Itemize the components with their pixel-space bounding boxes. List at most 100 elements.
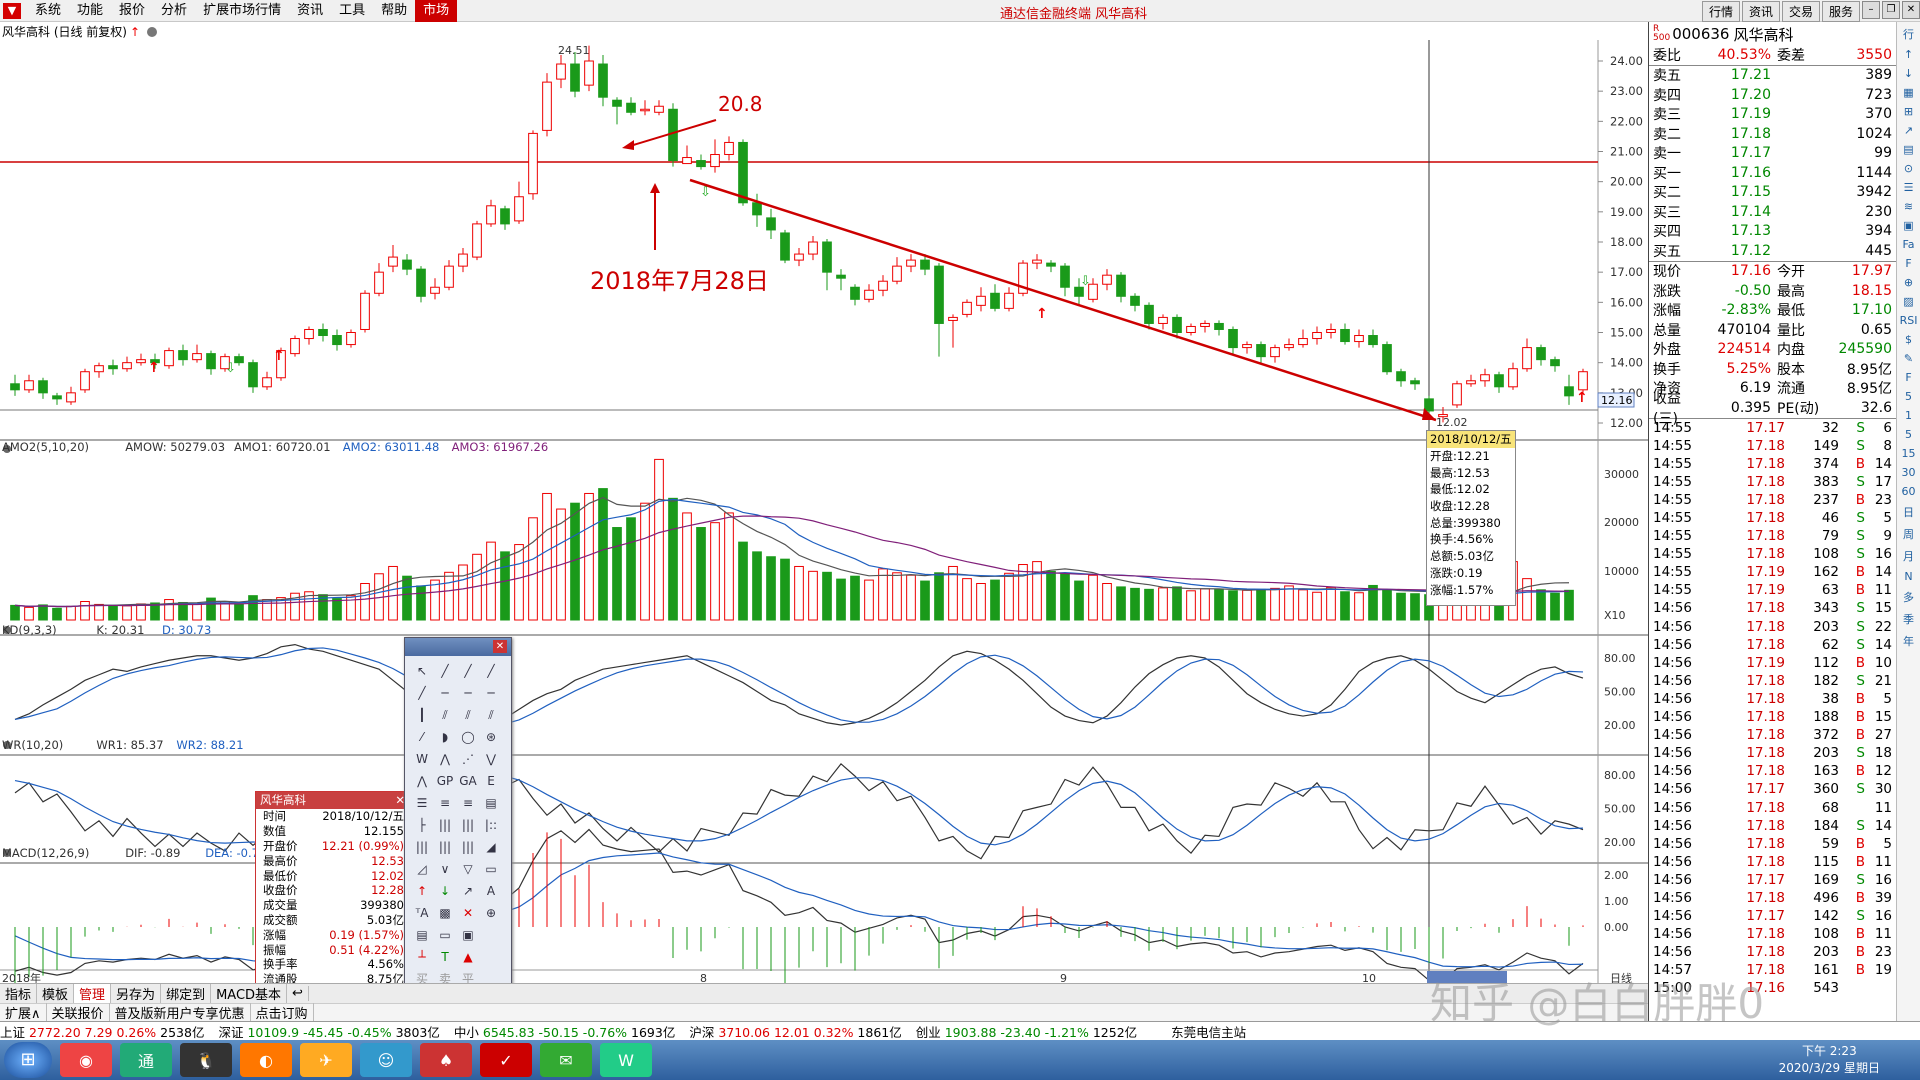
- right-tool-icon[interactable]: $: [1905, 333, 1912, 346]
- right-tool-icon[interactable]: F: [1905, 257, 1912, 270]
- draw-tool-icon[interactable]: |||: [461, 840, 475, 854]
- right-tool-icon[interactable]: ▨: [1903, 295, 1914, 308]
- right-tool-icon[interactable]: 15: [1901, 447, 1916, 460]
- right-tool-icon[interactable]: ⊙: [1903, 162, 1914, 175]
- btn-hangqing[interactable]: 行情: [1701, 1, 1740, 22]
- draw-tool-icon[interactable]: ⫽: [442, 708, 448, 722]
- restore-icon[interactable]: ❐: [1882, 1, 1900, 19]
- right-tool-icon[interactable]: 60: [1901, 485, 1916, 498]
- right-tool-icon[interactable]: ▦: [1903, 86, 1914, 99]
- tab-4[interactable]: 绑定到: [161, 984, 212, 1003]
- right-tool-icon[interactable]: ✎: [1903, 352, 1914, 365]
- right-tool-icon[interactable]: 周: [1903, 528, 1914, 541]
- taskbar-app-icon[interactable]: ✉: [540, 1043, 592, 1077]
- draw-tool-icon[interactable]: A: [486, 884, 496, 898]
- taskbar-app-icon[interactable]: ◐: [240, 1043, 292, 1077]
- right-tool-icon[interactable]: ☰: [1903, 181, 1914, 194]
- right-tool-icon[interactable]: 月: [1903, 550, 1914, 563]
- info-panel[interactable]: 风华高科 ✕ 时间 2018/10/12/五 数值 12.155 开盘价 12.21 (0.…: [255, 791, 409, 995]
- draw-tool-icon[interactable]: |::: [484, 818, 498, 832]
- draw-tool-icon[interactable]: ◢: [486, 840, 496, 854]
- menu-analysis[interactable]: 分析: [161, 2, 188, 18]
- right-tool-icon[interactable]: 5: [1905, 428, 1912, 441]
- draw-tool-icon[interactable]: ⋰: [462, 752, 474, 766]
- right-tool-icon[interactable]: ▤: [1903, 143, 1914, 156]
- draw-tool-icon[interactable]: GP: [436, 774, 454, 788]
- draw-tool-icon[interactable]: ┴: [418, 950, 426, 964]
- info-close-icon[interactable]: ✕: [395, 793, 405, 807]
- right-tool-icon[interactable]: 多: [1903, 591, 1914, 604]
- menu-quote[interactable]: 报价: [119, 2, 146, 18]
- draw-tool-icon[interactable]: ☰: [416, 796, 428, 810]
- taskbar-app-icon[interactable]: ✈: [300, 1043, 352, 1077]
- draw-tool-icon[interactable]: ─: [441, 686, 449, 700]
- server-name[interactable]: 东莞电信主站: [1171, 1024, 1247, 1040]
- menu-system[interactable]: 系统: [35, 2, 62, 18]
- index-item[interactable]: 深证 10109.9 -45.45 -0.45% 3803亿: [218, 1024, 440, 1040]
- draw-tool-icon[interactable]: E: [487, 774, 495, 788]
- draw-tool-icon[interactable]: ├: [418, 818, 426, 832]
- right-tool-icon[interactable]: 1: [1905, 409, 1912, 422]
- draw-tool-icon[interactable]: 平: [461, 972, 474, 986]
- right-tool-icon[interactable]: ↗: [1903, 124, 1914, 137]
- right-tool-icon[interactable]: 日: [1903, 506, 1914, 519]
- draw-tool-icon[interactable]: ⋀: [417, 774, 427, 788]
- taskbar-app-icon[interactable]: 🐧: [180, 1043, 232, 1077]
- clock[interactable]: 下午 2:23 2020/3/29 星期日: [1779, 1043, 1880, 1077]
- taskbar-app-icon[interactable]: 通: [120, 1043, 172, 1077]
- draw-tool-icon[interactable]: ┃: [418, 708, 426, 722]
- close-icon[interactable]: ✕: [1902, 1, 1920, 19]
- draw-tool-icon[interactable]: T: [441, 950, 449, 964]
- right-tool-icon[interactable]: ▣: [1903, 219, 1914, 232]
- ext-tab-0[interactable]: 扩展∧: [0, 1003, 47, 1022]
- right-tool-icon[interactable]: ↓: [1903, 67, 1914, 80]
- index-item[interactable]: 中小 6545.83 -50.15 -0.76% 1693亿: [453, 1024, 676, 1040]
- taskbar-app-icon[interactable]: ✓: [480, 1043, 532, 1077]
- toolbox-close-icon[interactable]: ✕: [493, 640, 507, 653]
- draw-tool-icon[interactable]: |||: [438, 818, 452, 832]
- draw-tool-icon[interactable]: 买: [415, 972, 428, 986]
- draw-tool-icon[interactable]: ╱: [441, 664, 449, 678]
- draw-tool-icon[interactable]: GA: [459, 774, 477, 788]
- draw-tool-icon[interactable]: ▤: [485, 796, 497, 810]
- draw-tool-icon[interactable]: ⁄: [420, 730, 423, 744]
- drawing-toolbox[interactable]: ✕ ↖ ╱ ╱ ╱ ╱ ─ ─ ─ ┃ ⫽ ⫽ ⫽ ⁄ ◗ ◯ ⊛ W ⋀ ⋰ ⋁ ⋀ GP GA E ☰ ≡ ≡ ▤ ├ ||| ||| |…: [404, 637, 512, 991]
- draw-tool-icon[interactable]: ∨: [440, 862, 450, 876]
- draw-tool-icon[interactable]: W: [416, 752, 428, 766]
- draw-tool-icon[interactable]: |||: [438, 840, 452, 854]
- index-item[interactable]: 上证 2772.20 7.29 0.26% 2538亿: [0, 1024, 205, 1040]
- draw-tool-icon[interactable]: ᵀA: [415, 906, 429, 920]
- draw-tool-icon[interactable]: ▤: [416, 928, 428, 942]
- app-logo-icon[interactable]: ▼: [3, 2, 21, 19]
- btn-fuwu[interactable]: 服务: [1821, 1, 1860, 22]
- ext-tab-3[interactable]: 点击订购: [251, 1003, 314, 1022]
- draw-tool-icon[interactable]: ▩: [439, 906, 451, 920]
- draw-tool-icon[interactable]: ≡: [439, 796, 451, 810]
- right-tool-icon[interactable]: 年: [1903, 635, 1914, 648]
- draw-tool-icon[interactable]: ✕: [462, 906, 474, 920]
- right-tool-icon[interactable]: 5: [1905, 390, 1912, 403]
- start-icon[interactable]: ⊞: [4, 1042, 52, 1078]
- draw-tool-icon[interactable]: ⊛: [485, 730, 497, 744]
- menu-ext-market[interactable]: 扩展市场行情: [203, 2, 282, 18]
- draw-tool-icon[interactable]: |||: [415, 840, 429, 854]
- draw-tool-icon[interactable]: ▽: [463, 862, 473, 876]
- right-tool-icon[interactable]: ⊞: [1903, 105, 1914, 118]
- menu-news[interactable]: 资讯: [297, 2, 324, 18]
- draw-tool-icon[interactable]: ↖: [416, 664, 428, 678]
- ext-tab-1[interactable]: 关联报价: [47, 1003, 110, 1022]
- draw-tool-icon[interactable]: ◗: [441, 730, 449, 744]
- right-tool-icon[interactable]: ⊕: [1903, 276, 1914, 289]
- draw-tool-icon[interactable]: 卖: [438, 972, 451, 986]
- draw-tool-icon[interactable]: ⋁: [486, 752, 496, 766]
- draw-tool-icon[interactable]: ◿: [417, 862, 427, 876]
- index-item[interactable]: 沪深 3710.06 12.01 0.32% 1861亿: [689, 1024, 902, 1040]
- draw-tool-icon[interactable]: ⫽: [488, 708, 494, 722]
- draw-tool-icon[interactable]: ◯: [461, 730, 475, 744]
- draw-tool-icon[interactable]: ↑: [416, 884, 428, 898]
- tab-3[interactable]: 另存为: [111, 984, 162, 1003]
- tab-1[interactable]: 模板: [37, 984, 75, 1003]
- right-tool-icon[interactable]: 行: [1903, 28, 1914, 41]
- tab-0[interactable]: 指标: [0, 984, 38, 1003]
- right-tool-icon[interactable]: RSI: [1899, 314, 1918, 327]
